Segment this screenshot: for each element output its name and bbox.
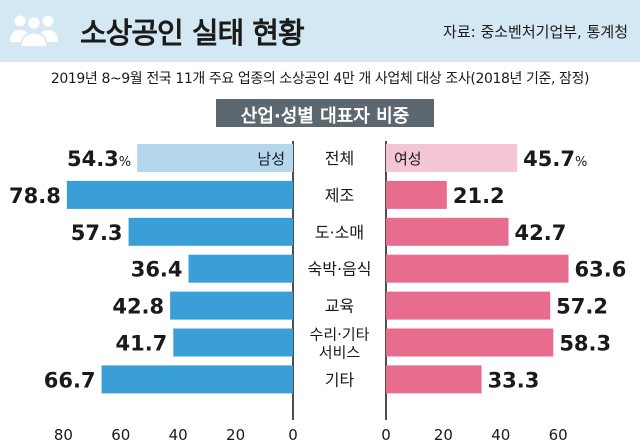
bar-male bbox=[173, 328, 293, 357]
bar-female bbox=[386, 365, 482, 394]
bar-male bbox=[128, 217, 293, 246]
category-label: 교육 bbox=[325, 297, 354, 316]
header-banner bbox=[0, 0, 640, 62]
category-label: 전체 bbox=[325, 149, 354, 168]
tick-label-left: 60 bbox=[111, 426, 130, 444]
tick-label-right: 0 bbox=[381, 426, 391, 444]
data-label-male: 66.7 bbox=[44, 368, 96, 392]
data-label-male: 54.3% bbox=[67, 147, 131, 171]
bar-male bbox=[188, 254, 293, 283]
chart-title-box bbox=[216, 99, 434, 127]
category-label: 숙박·음식 bbox=[308, 260, 372, 279]
survey-subtitle: 2019년 8~9월 전국 11개 주요 업종의 소상공인 4만 개 사업체 대… bbox=[50, 71, 590, 87]
data-label-male: 41.7 bbox=[115, 332, 167, 356]
tick-label-left: 20 bbox=[226, 426, 245, 444]
tick-label-left: 0 bbox=[288, 426, 298, 444]
source-note: 자료: 중소벤처기업부, 통계청 bbox=[443, 23, 628, 41]
bar-male bbox=[66, 180, 294, 209]
bar-female bbox=[386, 291, 551, 320]
data-label-female: 58.3 bbox=[559, 332, 611, 356]
category-label: 제조 bbox=[325, 186, 354, 205]
data-label-female: 21.2 bbox=[453, 184, 505, 208]
data-label-female: 33.3 bbox=[488, 368, 540, 392]
tick-label-right: 40 bbox=[491, 426, 510, 444]
page-title: 소상공인 실태 현황 bbox=[80, 16, 305, 50]
bar-female bbox=[386, 180, 447, 209]
data-label-female: 45.7% bbox=[523, 147, 587, 171]
data-label-male: 57.3 bbox=[71, 221, 123, 245]
tick-label-left: 40 bbox=[169, 426, 188, 444]
tick-label-left: 80 bbox=[54, 426, 73, 444]
legend-label-male: 남성 bbox=[257, 150, 285, 168]
category-label: 도·소매 bbox=[315, 223, 364, 242]
bar-female bbox=[386, 254, 569, 283]
bar-male bbox=[137, 144, 293, 172]
legend-label-female: 여성 bbox=[394, 150, 422, 168]
bar-male bbox=[170, 291, 293, 320]
data-label-female: 57.2 bbox=[556, 295, 608, 319]
bar-female bbox=[386, 144, 518, 172]
bar-male bbox=[101, 365, 293, 394]
tick-label-right: 20 bbox=[434, 426, 453, 444]
tick-label-right: 60 bbox=[549, 426, 568, 444]
category-label: 기타 bbox=[325, 370, 355, 389]
data-label-male: 42.8 bbox=[112, 295, 164, 319]
chart-title: 산업·성별 대표자 비중 bbox=[240, 106, 410, 127]
bar-female bbox=[386, 217, 509, 246]
people-group-icon bbox=[10, 15, 58, 48]
bar-female bbox=[386, 328, 554, 357]
category-label: 서비스 bbox=[319, 344, 361, 362]
data-label-female: 63.6 bbox=[575, 258, 627, 282]
data-label-male: 36.4 bbox=[131, 258, 183, 282]
data-label-female: 42.7 bbox=[515, 221, 567, 245]
category-label: 수리·기타 bbox=[310, 326, 370, 344]
data-label-male: 78.8 bbox=[9, 184, 61, 208]
